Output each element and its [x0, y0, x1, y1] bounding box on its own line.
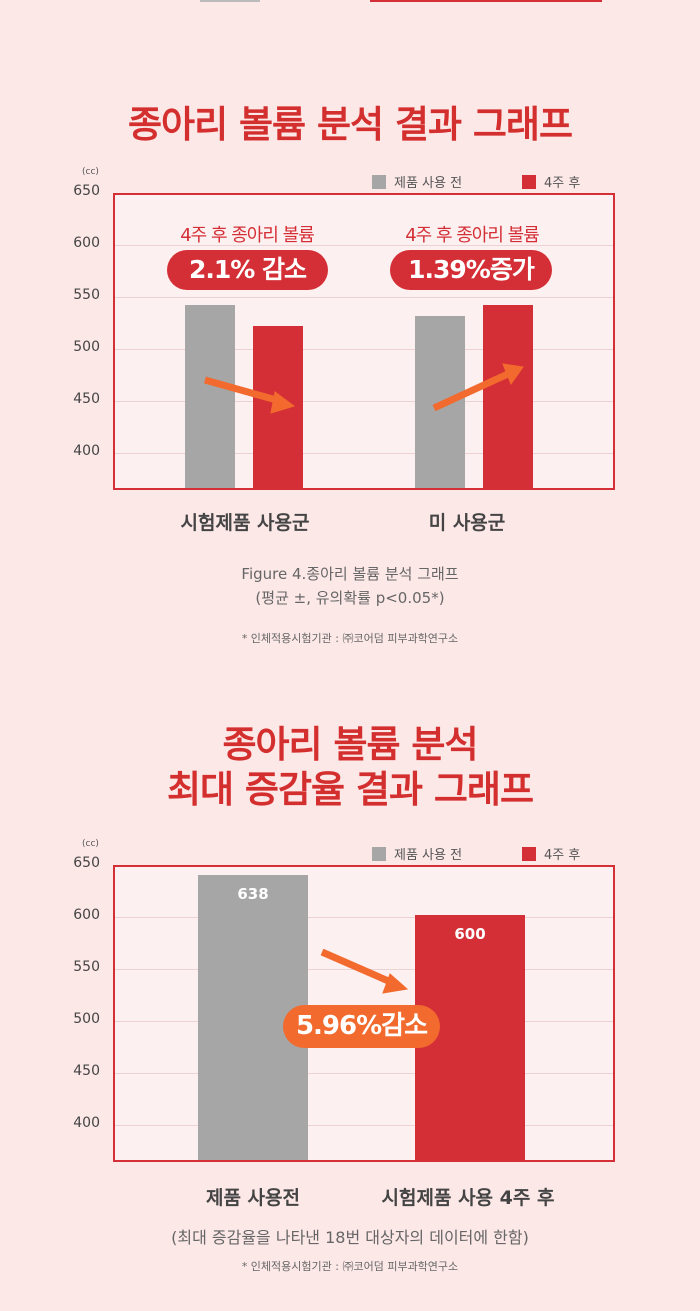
annotation-label-1: 4주 후 종아리 볼륨: [180, 225, 315, 246]
gridline: [115, 348, 613, 350]
increase-badge: 1.39%증가: [390, 250, 552, 290]
legend-swatch: [522, 174, 536, 189]
y-tick-label: 550: [73, 958, 100, 975]
category-label: 미 사용군: [428, 512, 506, 534]
legend-swatch: [522, 846, 536, 861]
legend-label: 제품 사용 전: [394, 176, 463, 191]
data-label: 600: [454, 924, 486, 943]
y-tick-label: 600: [73, 906, 100, 923]
legend-item: 4주 후: [522, 172, 580, 191]
legend-item: 4주 후: [522, 844, 580, 863]
bar-before: [185, 305, 235, 488]
legend-item: 제품 사용 전: [372, 172, 462, 191]
section2-title-line2: 최대 증감율 결과 그래프: [166, 768, 534, 811]
top-divider-gray: [200, 0, 260, 2]
decrease-arrow-icon: [320, 948, 409, 994]
top-divider-red: [370, 0, 602, 2]
data-label: 638: [237, 885, 269, 904]
legend-swatch: [372, 174, 386, 189]
gridline: [115, 1124, 613, 1126]
legend-item: 제품 사용 전: [372, 844, 462, 863]
y-tick-label: 650: [73, 855, 100, 871]
y-tick-label: 500: [73, 338, 100, 355]
gridline: [115, 296, 613, 298]
legend-label: 4주 후: [544, 176, 581, 191]
gridline: [115, 1072, 613, 1074]
test-institution-note-2: * 인체적용시험기관 : ㈜코어덤 피부과학연구소: [241, 1260, 459, 1273]
legend-label: 제품 사용 전: [394, 848, 463, 863]
increase-arrow-icon: [432, 363, 524, 412]
max-decrease-badge: 5.96%감소: [283, 1005, 440, 1048]
trend-arrows: [204, 363, 524, 414]
y-tick-label: 600: [73, 234, 100, 251]
category-label: 시험제품 사용 4주 후: [381, 1187, 555, 1209]
figure-caption: Figure 4.종아리 볼륨 분석 그래프: [241, 565, 459, 583]
trend-arrow: [320, 948, 409, 994]
y-tick-label: 450: [73, 1062, 100, 1079]
decrease-arrow-icon: [204, 376, 296, 414]
gridline: [115, 916, 613, 918]
y-tick-label: 500: [73, 1010, 100, 1027]
y-tick-label: 650: [73, 183, 100, 199]
test-institution-note: * 인체적용시험기관 : ㈜코어덤 피부과학연구소: [241, 632, 459, 645]
legend-swatch: [372, 846, 386, 861]
gridline: [115, 244, 613, 246]
y-axis-unit: (cc): [82, 839, 99, 849]
y-tick-label: 550: [73, 286, 100, 303]
gridline: [115, 400, 613, 402]
annotation-label-2: 4주 후 종아리 볼륨: [405, 225, 540, 246]
decrease-badge: 2.1% 감소: [167, 250, 328, 290]
figure-caption-stats: (평균 ±, 유의확률 p<0.05*): [255, 589, 445, 607]
gridline: [115, 452, 613, 454]
plot-area: [113, 193, 615, 490]
bar-after: [483, 305, 533, 488]
section2-title-line1: 종아리 볼륨 분석: [222, 723, 478, 766]
section1-title: 종아리 볼륨 분석 결과 그래프: [127, 103, 573, 146]
data-note: (최대 증감율을 나타낸 18번 대상자의 데이터에 한함): [171, 1228, 529, 1247]
y-axis-unit: (cc): [82, 167, 99, 177]
category-label: 시험제품 사용군: [180, 512, 310, 534]
category-label: 제품 사용전: [205, 1187, 300, 1209]
y-tick-label: 450: [73, 390, 100, 407]
y-tick-label: 400: [73, 442, 100, 459]
legend-label: 4주 후: [544, 848, 581, 863]
y-tick-label: 400: [73, 1114, 100, 1131]
